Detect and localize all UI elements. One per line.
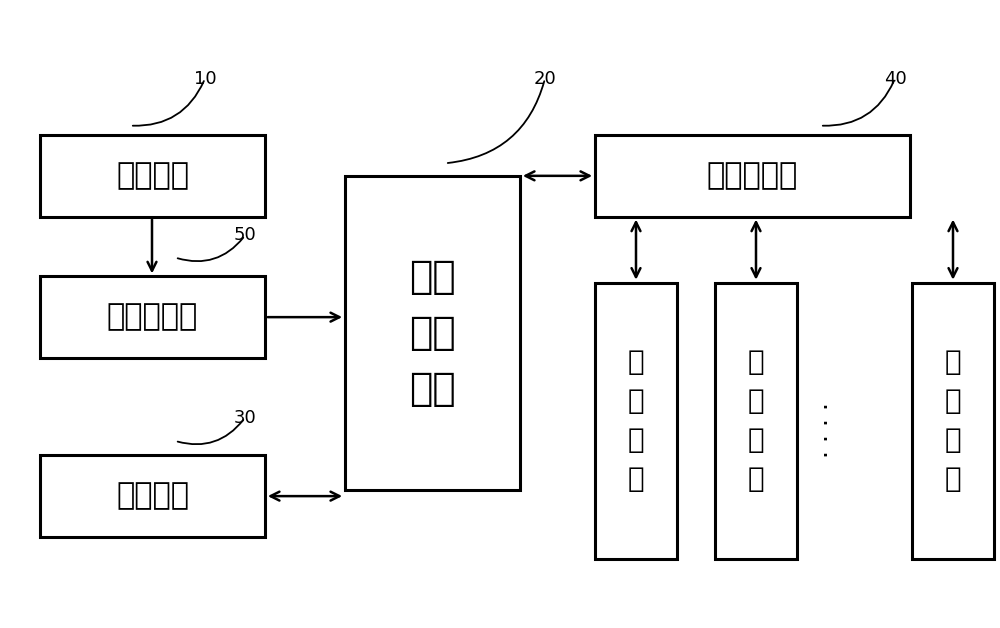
Text: 电
动
汽
车: 电 动 汽 车 <box>945 349 961 493</box>
Text: · · · ·: · · · · <box>816 402 840 458</box>
Text: 光伏阵列: 光伏阵列 <box>116 161 189 190</box>
Text: 电
动
汽
车: 电 动 汽 车 <box>748 349 764 493</box>
Text: 电
动
汽
车: 电 动 汽 车 <box>628 349 644 493</box>
Text: 50: 50 <box>234 227 256 244</box>
Text: 30: 30 <box>234 409 256 426</box>
Bar <box>40 455 265 537</box>
Text: 直流斩波器: 直流斩波器 <box>107 303 198 332</box>
Bar <box>345 176 520 490</box>
Text: 储能单元: 储能单元 <box>116 482 189 511</box>
Text: 能量
管理
系统: 能量 管理 系统 <box>409 258 456 408</box>
Text: 20: 20 <box>534 70 556 87</box>
Text: 40: 40 <box>884 70 906 87</box>
Bar <box>912 283 994 559</box>
Bar <box>595 135 910 217</box>
Bar <box>40 135 265 217</box>
Bar <box>715 283 797 559</box>
Text: 10: 10 <box>194 70 216 87</box>
Bar <box>40 276 265 358</box>
Text: 充放电单元: 充放电单元 <box>707 161 798 190</box>
Bar <box>595 283 677 559</box>
